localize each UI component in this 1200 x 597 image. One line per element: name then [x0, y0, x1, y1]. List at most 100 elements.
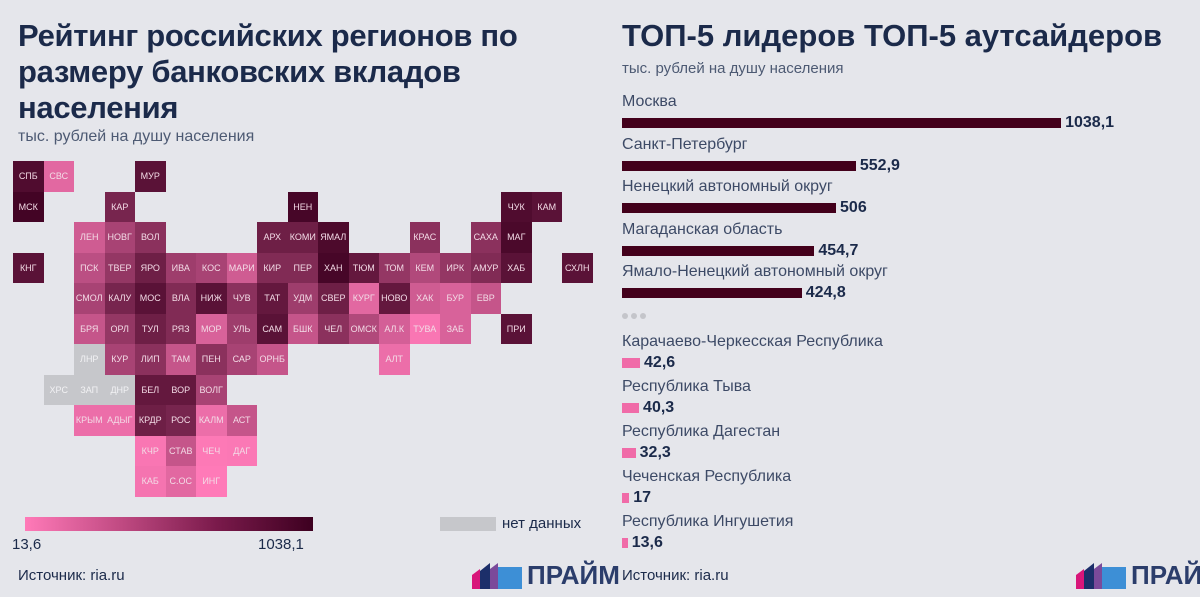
region-tile: КУРГ [348, 283, 379, 314]
bar-value-label: 1038,1 [1065, 114, 1115, 131]
region-tile: ЧУВ [226, 283, 257, 314]
bar-label: Республика Тыва [622, 378, 751, 395]
map-subtitle: тыс. рублей на душу населения [18, 128, 255, 145]
region-tile: ОРНБ [257, 344, 288, 375]
region-tile: МОС [135, 283, 166, 314]
region-tile: СВЕР [318, 283, 349, 314]
region-tile: САМ [257, 313, 288, 344]
region-tile: ВОР [165, 374, 196, 405]
bar-row: Москва 1038,1 [622, 93, 1114, 132]
region-tile: САР [226, 344, 257, 375]
bar-label: Чеченская Республика [622, 468, 792, 485]
region-tile: ПСК [74, 252, 105, 283]
prime-logo-icon [472, 562, 522, 589]
region-tile: ЛИП [135, 344, 166, 375]
region-tile: КАМ [531, 191, 562, 222]
region-tile: ХАБ [501, 252, 532, 283]
region-tile: КРЫМ [74, 405, 105, 436]
region-tile: НИЖ [196, 283, 227, 314]
region-tile: УЛЬ [226, 313, 257, 344]
prime-logo-right: ПРАЙМ [1076, 560, 1200, 591]
region-tile: СТАВ [165, 435, 196, 466]
region-tile: ЛНР [74, 344, 105, 375]
region-tile: НЕН [287, 191, 318, 222]
region-tile: С.ОС [165, 466, 196, 497]
source-right: Источник: ria.ru [622, 567, 729, 584]
region-tile: ТВЕР [104, 252, 135, 283]
bar-value-label: 424,8 [805, 284, 846, 301]
region-tile: ТЮМ [348, 252, 379, 283]
region-tile: КУР [104, 344, 135, 375]
bar [622, 448, 636, 458]
bar-value-label: 506 [840, 199, 867, 216]
bar-row: Магаданская область 454,7 [622, 221, 858, 260]
region-tile: АРХ [257, 222, 288, 253]
bar-label: Москва [622, 93, 677, 110]
bar [622, 245, 815, 256]
region-tile: КИР [257, 252, 288, 283]
nodata-label: нет данных [502, 515, 582, 532]
region-tile: ВОЛГ [196, 374, 227, 405]
bar-label: Республика Дагестан [622, 423, 781, 440]
bar-row: Республика Ингушетия 13,6 [622, 513, 793, 552]
region-tile: ЧУК [501, 191, 532, 222]
region-tile: ЛЕН [74, 222, 105, 253]
region-tile: КРДР [135, 405, 166, 436]
region-tile: АМУР [470, 252, 501, 283]
bars-subtitle: тыс. рублей на душу населения [622, 60, 844, 77]
region-tile: АДЫГ [104, 405, 135, 436]
bar [622, 203, 837, 213]
region-tile: БЕЛ [135, 374, 166, 405]
nodata-swatch [440, 517, 496, 531]
region-tile: ЧЕЧ [196, 435, 227, 466]
region-tile: МАГ [501, 222, 532, 253]
bar-value-label: 40,3 [643, 399, 675, 416]
region-tile: КРАС [409, 222, 440, 253]
region-tile: ТОМ [379, 252, 410, 283]
region-tile: МОР [196, 313, 227, 344]
region-tile: СМОЛ [74, 283, 105, 314]
bar [622, 288, 802, 298]
region-tile: НОВО [379, 283, 410, 314]
bar [622, 493, 630, 503]
bar [622, 358, 641, 368]
region-tile: ИНГ [196, 466, 227, 497]
region-tile: ХАН [318, 252, 349, 283]
region-tile: ПЕР [287, 252, 318, 283]
region-tile: КАБ [135, 466, 166, 497]
bar-row: Чеченская Республика 17 [622, 468, 791, 507]
region-tile: ТУВА [409, 313, 440, 344]
map-title: Рейтинг российских регионов по размеру б… [18, 18, 518, 125]
region-tile: КЕМ [409, 252, 440, 283]
region-tile: ТУЛ [135, 313, 166, 344]
bar-value-label: 454,7 [818, 241, 859, 259]
bar-row: Республика Тыва 40,3 [622, 378, 751, 417]
region-tile: ЗАБ [440, 313, 471, 344]
region-tile: ВОЛ [135, 222, 166, 253]
region-tile: НОВГ [104, 222, 135, 253]
region-tile: ЕВР [470, 283, 501, 314]
region-tile: ХАК [409, 283, 440, 314]
region-tile: БУР [440, 283, 471, 314]
region-tile: КОМИ [287, 222, 318, 253]
region-tile: ВЛА [165, 283, 196, 314]
bar-label: Карачаево-Черкесская Республика [622, 333, 883, 350]
region-tile: КЧР [135, 435, 166, 466]
region-tile: АЛТ [379, 344, 410, 375]
bar [622, 160, 856, 171]
bar-label: Ненецкий автономный округ [622, 178, 833, 195]
bars-title: ТОП-5 лидеров ТОП-5 аутсайдеров [622, 18, 1163, 53]
region-tile: РЯЗ [165, 313, 196, 344]
region-tile: БШК [287, 313, 318, 344]
region-tile: ПРИ [501, 313, 532, 344]
region-tile: ДАГ [226, 435, 257, 466]
region-tile: МСК [13, 191, 44, 222]
bar-value-label: 17 [633, 489, 651, 506]
region-tile: ЧЕЛ [318, 313, 349, 344]
bar-row: Карачаево-Черкесская Республика 42,6 [622, 333, 883, 372]
region-tile: СПБ [13, 161, 44, 192]
bar-label: Ямало-Ненецкий автономный округ [622, 263, 888, 280]
region-tile: АСТ [226, 405, 257, 436]
ellipsis-icon [622, 313, 646, 319]
region-tile: КАР [104, 191, 135, 222]
